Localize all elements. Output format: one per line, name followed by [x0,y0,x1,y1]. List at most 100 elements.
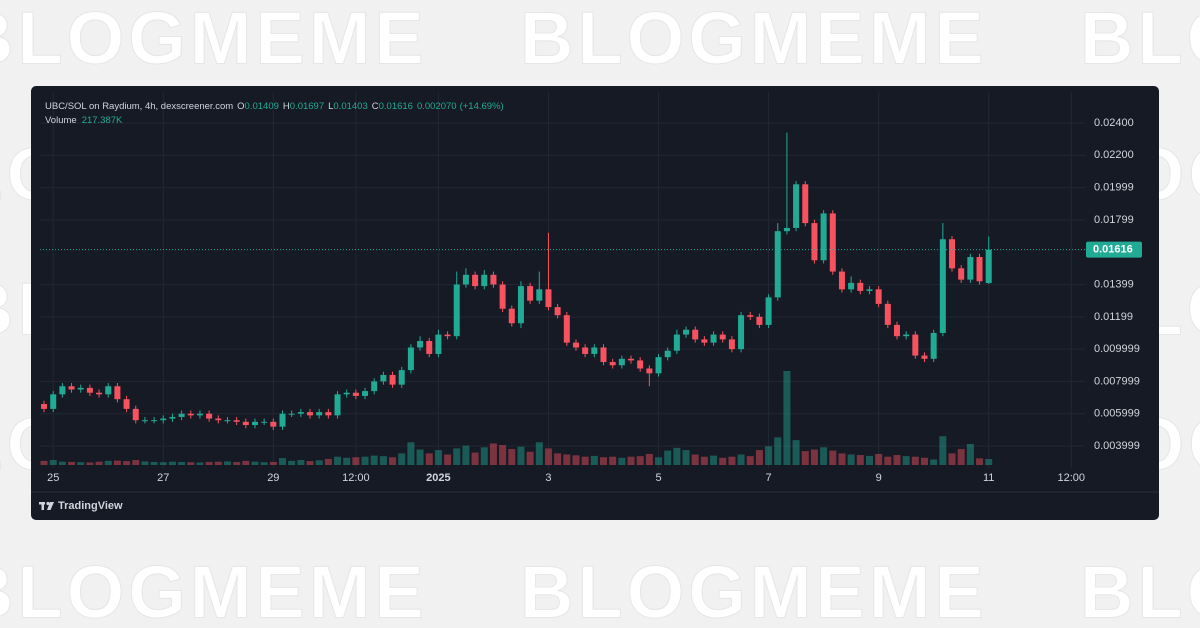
candle-body [86,387,93,393]
volume-bar [205,461,213,465]
volume-bar [783,371,791,465]
candle-body [151,420,158,422]
candle-body [701,339,708,343]
candle-body [380,374,387,382]
volume-bar [930,459,938,465]
last-price-label: 0.01616 [1093,243,1133,255]
candle-body [756,316,763,325]
candle-body [389,374,396,385]
candle-body [325,412,332,416]
volume-bar [471,452,479,465]
candle-body [215,418,222,421]
candle-body [875,289,882,304]
candle-body [563,315,570,343]
volume-bar [599,457,607,465]
x-tick-label: 2025 [426,472,450,484]
candle-body [572,342,579,348]
candle-body [811,223,818,261]
volume-bar [682,450,690,465]
volume-bar [829,450,837,465]
volume-bar [214,461,222,465]
volume-bar [765,446,773,465]
candle-body [939,239,946,333]
volume-bar [187,462,195,465]
volume-bar [58,461,66,465]
volume-bar [627,456,635,465]
y-tick-label: 0.009999 [1094,343,1140,355]
volume-bar [141,461,149,465]
volume-bar [856,455,864,465]
volume-bar [728,456,736,465]
candle-body [554,307,561,316]
candle-body [41,404,48,409]
volume-bar [590,455,598,465]
candle-body [747,315,754,317]
candle-body [297,412,304,414]
candle-body [719,334,726,340]
candle-body [637,360,644,369]
volume-bar [233,461,241,465]
volume-bar [535,442,543,465]
candle-body [307,412,314,416]
candle-body [517,286,524,324]
candle-body [893,324,900,337]
volume-bar [40,460,48,465]
volume-bar [810,449,818,465]
volume-bar [389,457,397,465]
candle-body [683,329,690,335]
candle-body [343,392,350,395]
volume-bar [68,461,76,465]
candle-body [646,368,653,374]
legend-line: UBC/SOL on Raydium, 4h, dexscreener.com O… [45,100,504,114]
candle-body [618,358,625,366]
candle-body [96,392,103,395]
candle-body [417,341,424,348]
candle-body [600,347,607,363]
watermark-text: BLOGMEME [520,0,988,80]
volume-bar [150,461,158,465]
volume-bar [618,457,626,465]
y-tick-label: 0.01799 [1094,214,1134,226]
volume-bar [444,454,452,465]
y-tick-label: 0.02400 [1094,117,1134,129]
volume-bar [168,461,176,465]
volume-bar [425,453,433,465]
volume-bar [875,453,883,465]
candle-body [123,399,130,409]
volume-bar [966,443,974,465]
watermark-text: BLOGMEME [0,0,428,80]
candle-body [976,257,983,282]
candle-body [362,391,369,396]
volume-bar [334,456,342,465]
volume-bar [636,456,644,465]
volume-bar [104,460,112,465]
volume-bar [223,461,231,465]
volume-bar [123,461,131,465]
candle-body [912,334,919,356]
candle-body [765,297,772,325]
volume-bar [774,437,782,465]
candle-body [545,289,552,308]
candle-body [288,413,295,415]
candle-body [481,274,488,287]
ohlc-value: 0.01403 [333,101,368,112]
candle-body [68,386,75,390]
legend-header: UBC/SOL on Raydium, 4h, dexscreener.com O… [45,100,504,128]
chart-panel [31,86,1159,520]
candle-body [444,334,451,337]
volume-bar [489,443,497,465]
volume-bar [957,448,965,465]
volume-bar [820,447,828,465]
volume-bar [370,455,378,465]
x-tick-label: 12:00 [1057,472,1085,484]
candle-body [316,412,323,416]
volume-bar [581,456,589,465]
x-tick-label: 25 [47,472,59,484]
volume-bar [911,456,919,465]
volume-bar [315,460,323,465]
volume-bar [746,456,754,465]
candle-body [738,315,745,350]
ohlc-key: C [371,101,379,112]
volume-bar [416,449,424,465]
